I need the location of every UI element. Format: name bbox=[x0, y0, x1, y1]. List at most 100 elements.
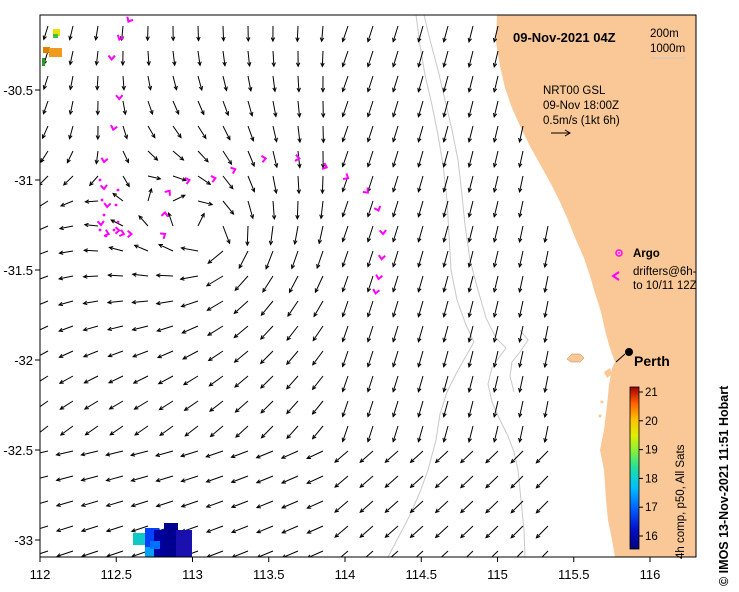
current-arrow bbox=[442, 300, 449, 318]
current-arrow bbox=[155, 300, 174, 306]
current-arrow bbox=[235, 425, 249, 438]
drifter-position bbox=[362, 187, 369, 194]
current-arrow bbox=[518, 425, 524, 444]
drifter-dot bbox=[104, 234, 108, 238]
current-arrow bbox=[543, 325, 549, 344]
current-arrow bbox=[492, 125, 499, 143]
current-arrow bbox=[288, 275, 299, 294]
current-arrow bbox=[40, 150, 49, 164]
current-arrow bbox=[366, 25, 374, 43]
current-arrow bbox=[341, 75, 349, 93]
drifter-dot bbox=[98, 178, 102, 182]
current-arrow bbox=[293, 225, 299, 246]
current-arrow bbox=[442, 150, 449, 168]
current-arrow bbox=[417, 25, 424, 43]
current-arrow bbox=[341, 125, 349, 143]
current-arrow bbox=[366, 50, 374, 68]
x-tick-label: 115.5 bbox=[558, 567, 590, 582]
y-tick-label: -32.5 bbox=[3, 443, 33, 458]
current-arrow bbox=[257, 550, 274, 557]
current-arrow bbox=[392, 225, 399, 243]
current-arrow bbox=[334, 525, 349, 538]
current-arrow bbox=[130, 475, 149, 482]
current-arrow bbox=[492, 25, 499, 43]
colorbar-tick-label: 21 bbox=[645, 387, 658, 399]
current-arrow bbox=[366, 125, 374, 143]
current-arrow bbox=[42, 75, 49, 91]
rottnest-island bbox=[566, 353, 585, 363]
y-tick-label: -31.5 bbox=[3, 263, 33, 278]
current-arrow bbox=[467, 25, 474, 43]
current-arrow bbox=[247, 125, 255, 142]
current-arrow bbox=[392, 250, 399, 268]
current-arrow bbox=[543, 400, 549, 419]
current-arrow bbox=[543, 350, 549, 369]
current-scale-label: 0.5m/s (1kt 6h) bbox=[543, 115, 620, 127]
current-arrow bbox=[158, 400, 174, 411]
current-arrow bbox=[83, 375, 99, 384]
current-arrow bbox=[409, 525, 424, 539]
drifter-position bbox=[373, 205, 382, 213]
current-arrow bbox=[467, 350, 474, 368]
x-tick-label: 116 bbox=[640, 567, 661, 582]
current-arrow bbox=[518, 400, 524, 419]
current-arrow bbox=[359, 475, 374, 488]
current-arrow bbox=[467, 125, 474, 143]
current-arrow bbox=[366, 350, 374, 368]
current-arrow bbox=[181, 325, 199, 334]
current-arrow bbox=[208, 375, 224, 387]
current-arrow bbox=[366, 400, 374, 418]
current-arrow bbox=[206, 550, 224, 557]
current-arrow bbox=[120, 50, 126, 67]
current-arrow bbox=[55, 475, 74, 482]
current-arrow bbox=[172, 150, 185, 161]
current-arrow bbox=[146, 50, 151, 67]
current-arrow bbox=[80, 525, 99, 533]
current-arrow bbox=[296, 175, 302, 195]
drifter-position bbox=[96, 220, 105, 227]
current-arrow bbox=[58, 250, 74, 255]
current-arrow bbox=[492, 275, 499, 293]
drifter-dot bbox=[112, 228, 116, 232]
colorbar-tick-label: 20 bbox=[645, 416, 658, 428]
current-arrow bbox=[518, 325, 524, 344]
current-arrow bbox=[172, 100, 180, 116]
current-arrow bbox=[442, 25, 449, 43]
current-arrow bbox=[265, 250, 274, 270]
current-arrow bbox=[40, 450, 49, 454]
current-arrow bbox=[492, 50, 499, 68]
current-arrow bbox=[260, 300, 274, 317]
current-arrow bbox=[272, 75, 277, 93]
current-arrow bbox=[442, 275, 449, 293]
current-arrow bbox=[222, 125, 231, 141]
credit-text: © IMOS 13-Nov-2021 11:51 Hobart bbox=[717, 385, 731, 586]
current-arrow bbox=[68, 100, 74, 116]
current-arrow bbox=[492, 300, 499, 318]
current-arrow bbox=[197, 100, 205, 116]
drifter-position bbox=[114, 226, 121, 235]
current-arrow bbox=[510, 475, 524, 489]
current-arrow bbox=[42, 25, 49, 41]
current-arrow bbox=[535, 475, 549, 489]
current-arrow bbox=[130, 525, 149, 533]
current-arrow bbox=[106, 300, 124, 305]
current-arrow bbox=[492, 225, 499, 243]
current-arrow bbox=[417, 225, 424, 243]
drifter-position bbox=[103, 202, 112, 209]
current-arrow bbox=[272, 100, 278, 118]
drifters-legend-line2: to 10/11 12Z bbox=[633, 280, 697, 292]
current-arrow bbox=[518, 150, 524, 169]
current-arrow bbox=[467, 425, 474, 443]
current-arrow bbox=[297, 100, 302, 118]
current-arrow bbox=[384, 475, 399, 489]
current-arrow bbox=[417, 125, 424, 143]
current-arrow bbox=[392, 175, 399, 193]
current-time-label: 09-Nov 18:00Z bbox=[543, 100, 619, 112]
current-arrow bbox=[95, 75, 100, 91]
current-arrow bbox=[434, 500, 449, 514]
current-arrow bbox=[518, 250, 524, 269]
current-arrow bbox=[179, 275, 199, 281]
coastal-islet bbox=[600, 400, 604, 404]
current-arrow bbox=[442, 100, 449, 118]
current-arrow bbox=[290, 250, 299, 270]
